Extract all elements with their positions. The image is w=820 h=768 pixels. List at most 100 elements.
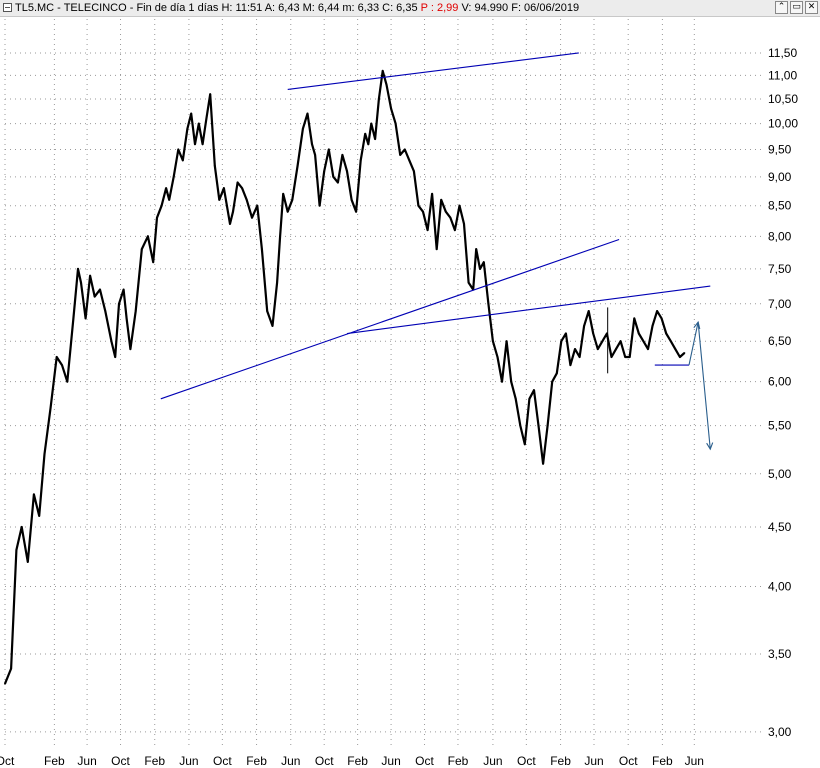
chart-price-series xyxy=(3,69,686,685)
price-point xyxy=(583,325,586,327)
price-point xyxy=(306,112,309,115)
y-tick-label: 8,50 xyxy=(768,199,792,213)
price-point xyxy=(168,198,171,201)
x-axis-labels: Oct Feb Jun Oct Feb Jun Oct Feb Jun Oct Feb Jun Oct F… xyxy=(0,754,704,768)
price-point xyxy=(20,526,23,528)
price-point xyxy=(394,122,397,125)
price-point xyxy=(431,193,434,195)
price-point xyxy=(266,310,269,312)
price-point xyxy=(43,453,46,455)
chart-window-titlebar: TL5.MC - TELECINCO - Fin de día 1 días H… xyxy=(0,0,820,17)
price-point xyxy=(642,340,645,343)
price-point xyxy=(569,364,572,367)
title-mid: M: 6,44 xyxy=(302,2,340,14)
price-chart[interactable]: 11,50 11,00 10,50 10,00 9,50 9,00 8,50 8,00 7,50… xyxy=(0,17,820,768)
x-tick-label: Jun xyxy=(77,754,96,768)
price-point xyxy=(291,198,294,201)
minimize-button[interactable]: ⌃ xyxy=(775,1,788,14)
price-point xyxy=(110,340,113,343)
price-point xyxy=(26,560,29,563)
price-point xyxy=(152,261,155,264)
price-point xyxy=(341,153,344,156)
projection-line xyxy=(697,322,711,450)
x-tick-label: Feb xyxy=(652,754,673,768)
x-tick-label: Oct xyxy=(213,754,232,768)
price-point xyxy=(390,107,392,110)
y-tick-label: 7,50 xyxy=(768,262,792,276)
price-point xyxy=(114,356,117,358)
title-period: Fin de día 1 días xyxy=(136,2,219,14)
price-point xyxy=(256,204,259,207)
price-point xyxy=(683,352,686,354)
price-point xyxy=(260,248,263,251)
price-point xyxy=(678,356,681,358)
price-point xyxy=(318,204,321,207)
price-point xyxy=(134,310,137,312)
price-point xyxy=(93,295,96,298)
price-point xyxy=(385,83,388,86)
price-point xyxy=(660,317,663,320)
price-point xyxy=(633,317,636,320)
x-tick-label: Oct xyxy=(415,754,434,768)
price-point xyxy=(364,132,367,135)
x-tick-label: Jun xyxy=(483,754,502,768)
price-point xyxy=(408,159,411,162)
price-point xyxy=(537,424,540,427)
price-point xyxy=(15,549,18,551)
price-point xyxy=(336,181,339,184)
price-point xyxy=(332,175,335,178)
price-point xyxy=(482,261,485,264)
price-point xyxy=(426,229,429,231)
price-point xyxy=(49,406,52,409)
price-point xyxy=(463,222,465,225)
price-point xyxy=(355,210,358,213)
y-tick-label: 11,00 xyxy=(768,68,797,82)
title-pct-label: P : xyxy=(420,2,434,14)
price-point xyxy=(213,164,216,167)
price-point xyxy=(458,204,461,207)
price-point xyxy=(564,332,567,335)
price-point xyxy=(222,187,225,190)
y-tick-label: 11,50 xyxy=(768,46,797,60)
price-point xyxy=(190,112,193,115)
price-point xyxy=(241,187,244,190)
price-point xyxy=(674,348,677,350)
price-point xyxy=(125,317,128,320)
window-controls: ⌃ ▭ ✕ xyxy=(775,1,818,15)
projection-line xyxy=(688,322,699,366)
price-point xyxy=(592,332,595,335)
maximize-button[interactable]: ▭ xyxy=(790,1,803,14)
y-tick-label: 9,00 xyxy=(768,170,792,184)
price-point xyxy=(32,493,35,496)
price-point xyxy=(350,198,353,201)
price-point xyxy=(523,443,526,446)
price-point xyxy=(122,288,125,291)
price-point xyxy=(669,340,672,343)
price-point xyxy=(279,235,282,238)
price-point xyxy=(314,153,316,156)
price-point xyxy=(89,274,92,277)
x-tick-label: Jun xyxy=(685,754,704,768)
price-point xyxy=(177,148,180,151)
price-point xyxy=(578,356,581,358)
title-date: F: 06/06/2019 xyxy=(511,2,580,14)
x-tick-label: Oct xyxy=(0,754,15,768)
x-tick-label: Feb xyxy=(44,754,65,768)
price-point xyxy=(665,332,668,335)
close-button[interactable]: ✕ xyxy=(805,1,818,14)
price-point xyxy=(302,127,304,130)
title-pct-value: 2,99 xyxy=(436,2,459,14)
x-tick-label: Feb xyxy=(448,754,469,768)
price-point xyxy=(647,348,649,350)
x-tick-label: Feb xyxy=(347,754,368,768)
price-point xyxy=(487,302,490,305)
price-point xyxy=(282,193,285,195)
price-point xyxy=(417,204,420,207)
x-tick-label: Oct xyxy=(111,754,130,768)
price-point xyxy=(637,332,640,335)
price-point xyxy=(286,210,289,213)
price-point xyxy=(596,348,599,350)
price-point xyxy=(359,159,362,162)
price-point xyxy=(587,310,590,312)
price-point xyxy=(186,127,189,130)
